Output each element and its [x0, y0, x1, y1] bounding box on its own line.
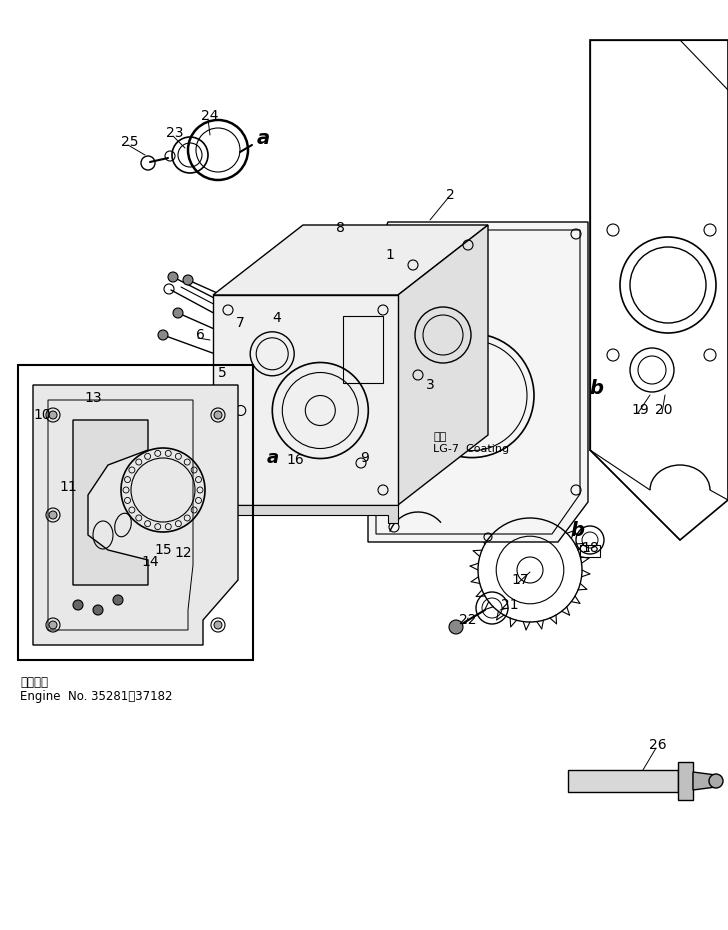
Text: 20: 20 — [655, 403, 673, 417]
Text: 21: 21 — [501, 598, 519, 612]
Polygon shape — [73, 420, 148, 585]
Polygon shape — [213, 225, 488, 295]
Text: 14: 14 — [141, 555, 159, 569]
Text: 2: 2 — [446, 188, 454, 202]
Circle shape — [49, 621, 57, 629]
Text: 13: 13 — [84, 391, 102, 405]
Circle shape — [173, 308, 183, 318]
Text: 11: 11 — [59, 480, 77, 494]
Text: 18: 18 — [581, 541, 599, 555]
Polygon shape — [568, 770, 678, 792]
Polygon shape — [213, 295, 398, 505]
Circle shape — [709, 774, 723, 788]
Circle shape — [158, 330, 168, 340]
Text: 1: 1 — [386, 248, 395, 262]
Text: Engine  No. 35281～37182: Engine No. 35281～37182 — [20, 690, 173, 703]
Text: 17: 17 — [511, 573, 529, 587]
Bar — [342, 316, 383, 383]
Text: 途布号機: 途布号機 — [20, 676, 48, 689]
Text: 22: 22 — [459, 613, 477, 627]
Text: 4: 4 — [272, 311, 282, 325]
Text: b: b — [570, 521, 584, 539]
Circle shape — [168, 272, 178, 282]
Text: 途布: 途布 — [433, 432, 446, 442]
Text: 9: 9 — [360, 451, 369, 465]
Text: 23: 23 — [166, 126, 183, 140]
Text: b: b — [589, 379, 603, 397]
Text: a: a — [267, 449, 279, 467]
Text: 5: 5 — [218, 366, 226, 380]
Circle shape — [214, 621, 222, 629]
Polygon shape — [368, 222, 588, 542]
Text: 25: 25 — [122, 135, 139, 149]
Circle shape — [49, 411, 57, 419]
Text: 7: 7 — [236, 316, 245, 330]
Polygon shape — [33, 385, 238, 645]
Polygon shape — [213, 505, 398, 523]
Text: 26: 26 — [649, 738, 667, 752]
Circle shape — [449, 620, 463, 634]
Text: 15: 15 — [154, 543, 172, 557]
Bar — [580, 545, 600, 557]
Text: 16: 16 — [286, 453, 304, 467]
Circle shape — [73, 600, 83, 610]
Circle shape — [93, 605, 103, 615]
Polygon shape — [678, 762, 693, 800]
Circle shape — [49, 511, 57, 519]
Polygon shape — [398, 225, 488, 505]
Text: 10: 10 — [33, 408, 51, 422]
Text: LG-7  Coating: LG-7 Coating — [433, 444, 509, 454]
Text: 19: 19 — [631, 403, 649, 417]
Text: 8: 8 — [336, 221, 344, 235]
Circle shape — [183, 275, 193, 285]
Text: 12: 12 — [174, 546, 191, 560]
Bar — [18, 365, 253, 660]
Text: a: a — [256, 128, 269, 148]
Text: 3: 3 — [426, 378, 435, 392]
Text: 24: 24 — [201, 109, 218, 123]
Circle shape — [214, 411, 222, 419]
Polygon shape — [693, 772, 716, 790]
Text: 6: 6 — [196, 328, 205, 342]
Circle shape — [113, 595, 123, 605]
